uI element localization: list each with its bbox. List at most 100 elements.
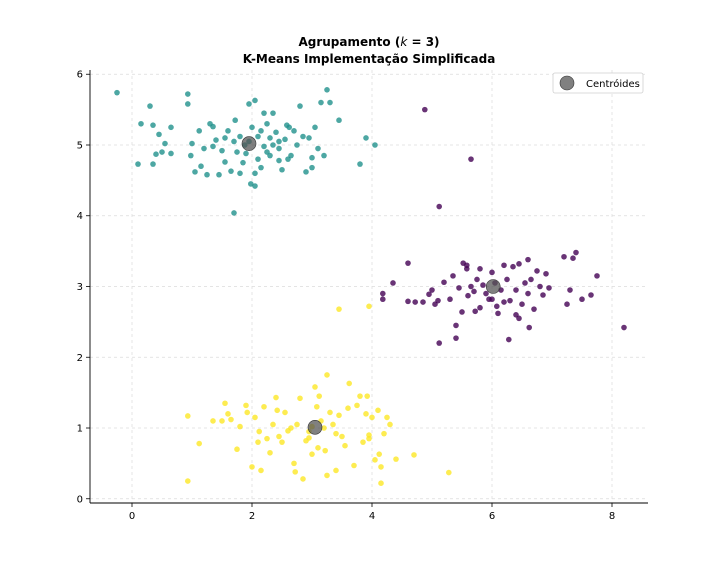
data-point [450,273,456,279]
data-point [405,298,411,305]
data-point [282,136,288,143]
data-point [270,142,276,148]
data-point [291,460,297,467]
data-point [135,161,141,167]
legend-centroid-marker [559,75,575,91]
data-point [291,128,297,134]
data-point [252,183,258,189]
data-point [300,476,306,482]
y-tick-label: 0 [77,494,83,505]
data-point [456,285,462,291]
chart-title-line2: K-Means Implementação Simplificada [243,52,496,66]
data-point [351,462,357,469]
data-point [198,163,204,170]
data-point [318,99,324,106]
data-point [465,292,471,299]
data-point [472,308,479,315]
data-point [306,435,312,441]
data-point [333,467,339,474]
data-point [507,297,513,304]
data-point [405,260,411,266]
data-point [384,414,390,421]
data-point [300,133,306,140]
data-point [255,439,261,445]
data-point [316,393,323,399]
data-point [225,128,231,134]
data-point [312,124,318,131]
chart-title-line1: Agrupamento (k = 3) [298,35,439,49]
y-tick-label: 5 [77,140,83,151]
data-point [378,464,384,470]
data-point [258,128,264,134]
data-point [185,101,191,107]
data-point [261,110,267,116]
data-point [411,452,417,458]
data-point [264,435,270,442]
legend-frame [552,72,644,94]
data-point [252,414,258,421]
data-point [267,152,273,159]
data-point [309,451,315,457]
data-point [114,89,120,96]
data-point [420,299,426,305]
data-point [364,393,371,399]
data-point [489,296,495,303]
data-point [264,120,270,127]
data-point [357,161,363,167]
data-point [474,276,480,283]
data-point [309,154,315,161]
data-point [525,256,531,263]
centroids [241,136,501,435]
axes: 0 2 4 6 8 0 1 2 3 4 5 6 [77,70,648,522]
data-point [516,261,522,267]
data-point [294,142,300,148]
data-point [336,117,342,124]
data-point [387,421,393,428]
data-point [216,171,222,178]
data-point [286,124,293,131]
data-point [315,445,321,451]
data-point [276,138,282,145]
data-point [543,270,549,277]
data-point [255,133,261,140]
data-point [621,324,627,331]
data-point [294,421,300,428]
data-point [468,283,474,290]
data-point [501,299,507,305]
data-point [510,263,516,270]
data-point [273,129,279,136]
data-point [471,288,477,295]
data-point [447,296,453,303]
data-point [579,296,585,303]
data-point [339,433,345,440]
data-point [237,423,243,430]
data-point [336,412,342,419]
data-point [297,103,303,109]
data-point [561,253,567,260]
data-point [292,469,299,475]
scatter-points [114,87,627,486]
data-point [522,280,528,286]
data-point [228,168,234,174]
data-point [270,110,276,116]
y-tick-label: 4 [77,211,83,222]
data-point [477,266,483,272]
data-point [303,169,309,175]
data-point [196,128,202,134]
data-point [376,451,383,457]
data-point [222,159,228,165]
data-point [276,157,282,164]
data-point [526,324,532,331]
data-point [330,421,336,428]
data-point [513,287,519,293]
data-point [366,432,372,438]
x-tick-label: 8 [609,511,615,522]
data-point [306,135,312,141]
data-point [261,403,267,410]
data-point [436,340,443,346]
data-point [393,456,399,462]
centroid-marker [241,136,257,151]
data-point [489,269,495,276]
data-point [422,106,428,113]
data-point [429,287,435,293]
